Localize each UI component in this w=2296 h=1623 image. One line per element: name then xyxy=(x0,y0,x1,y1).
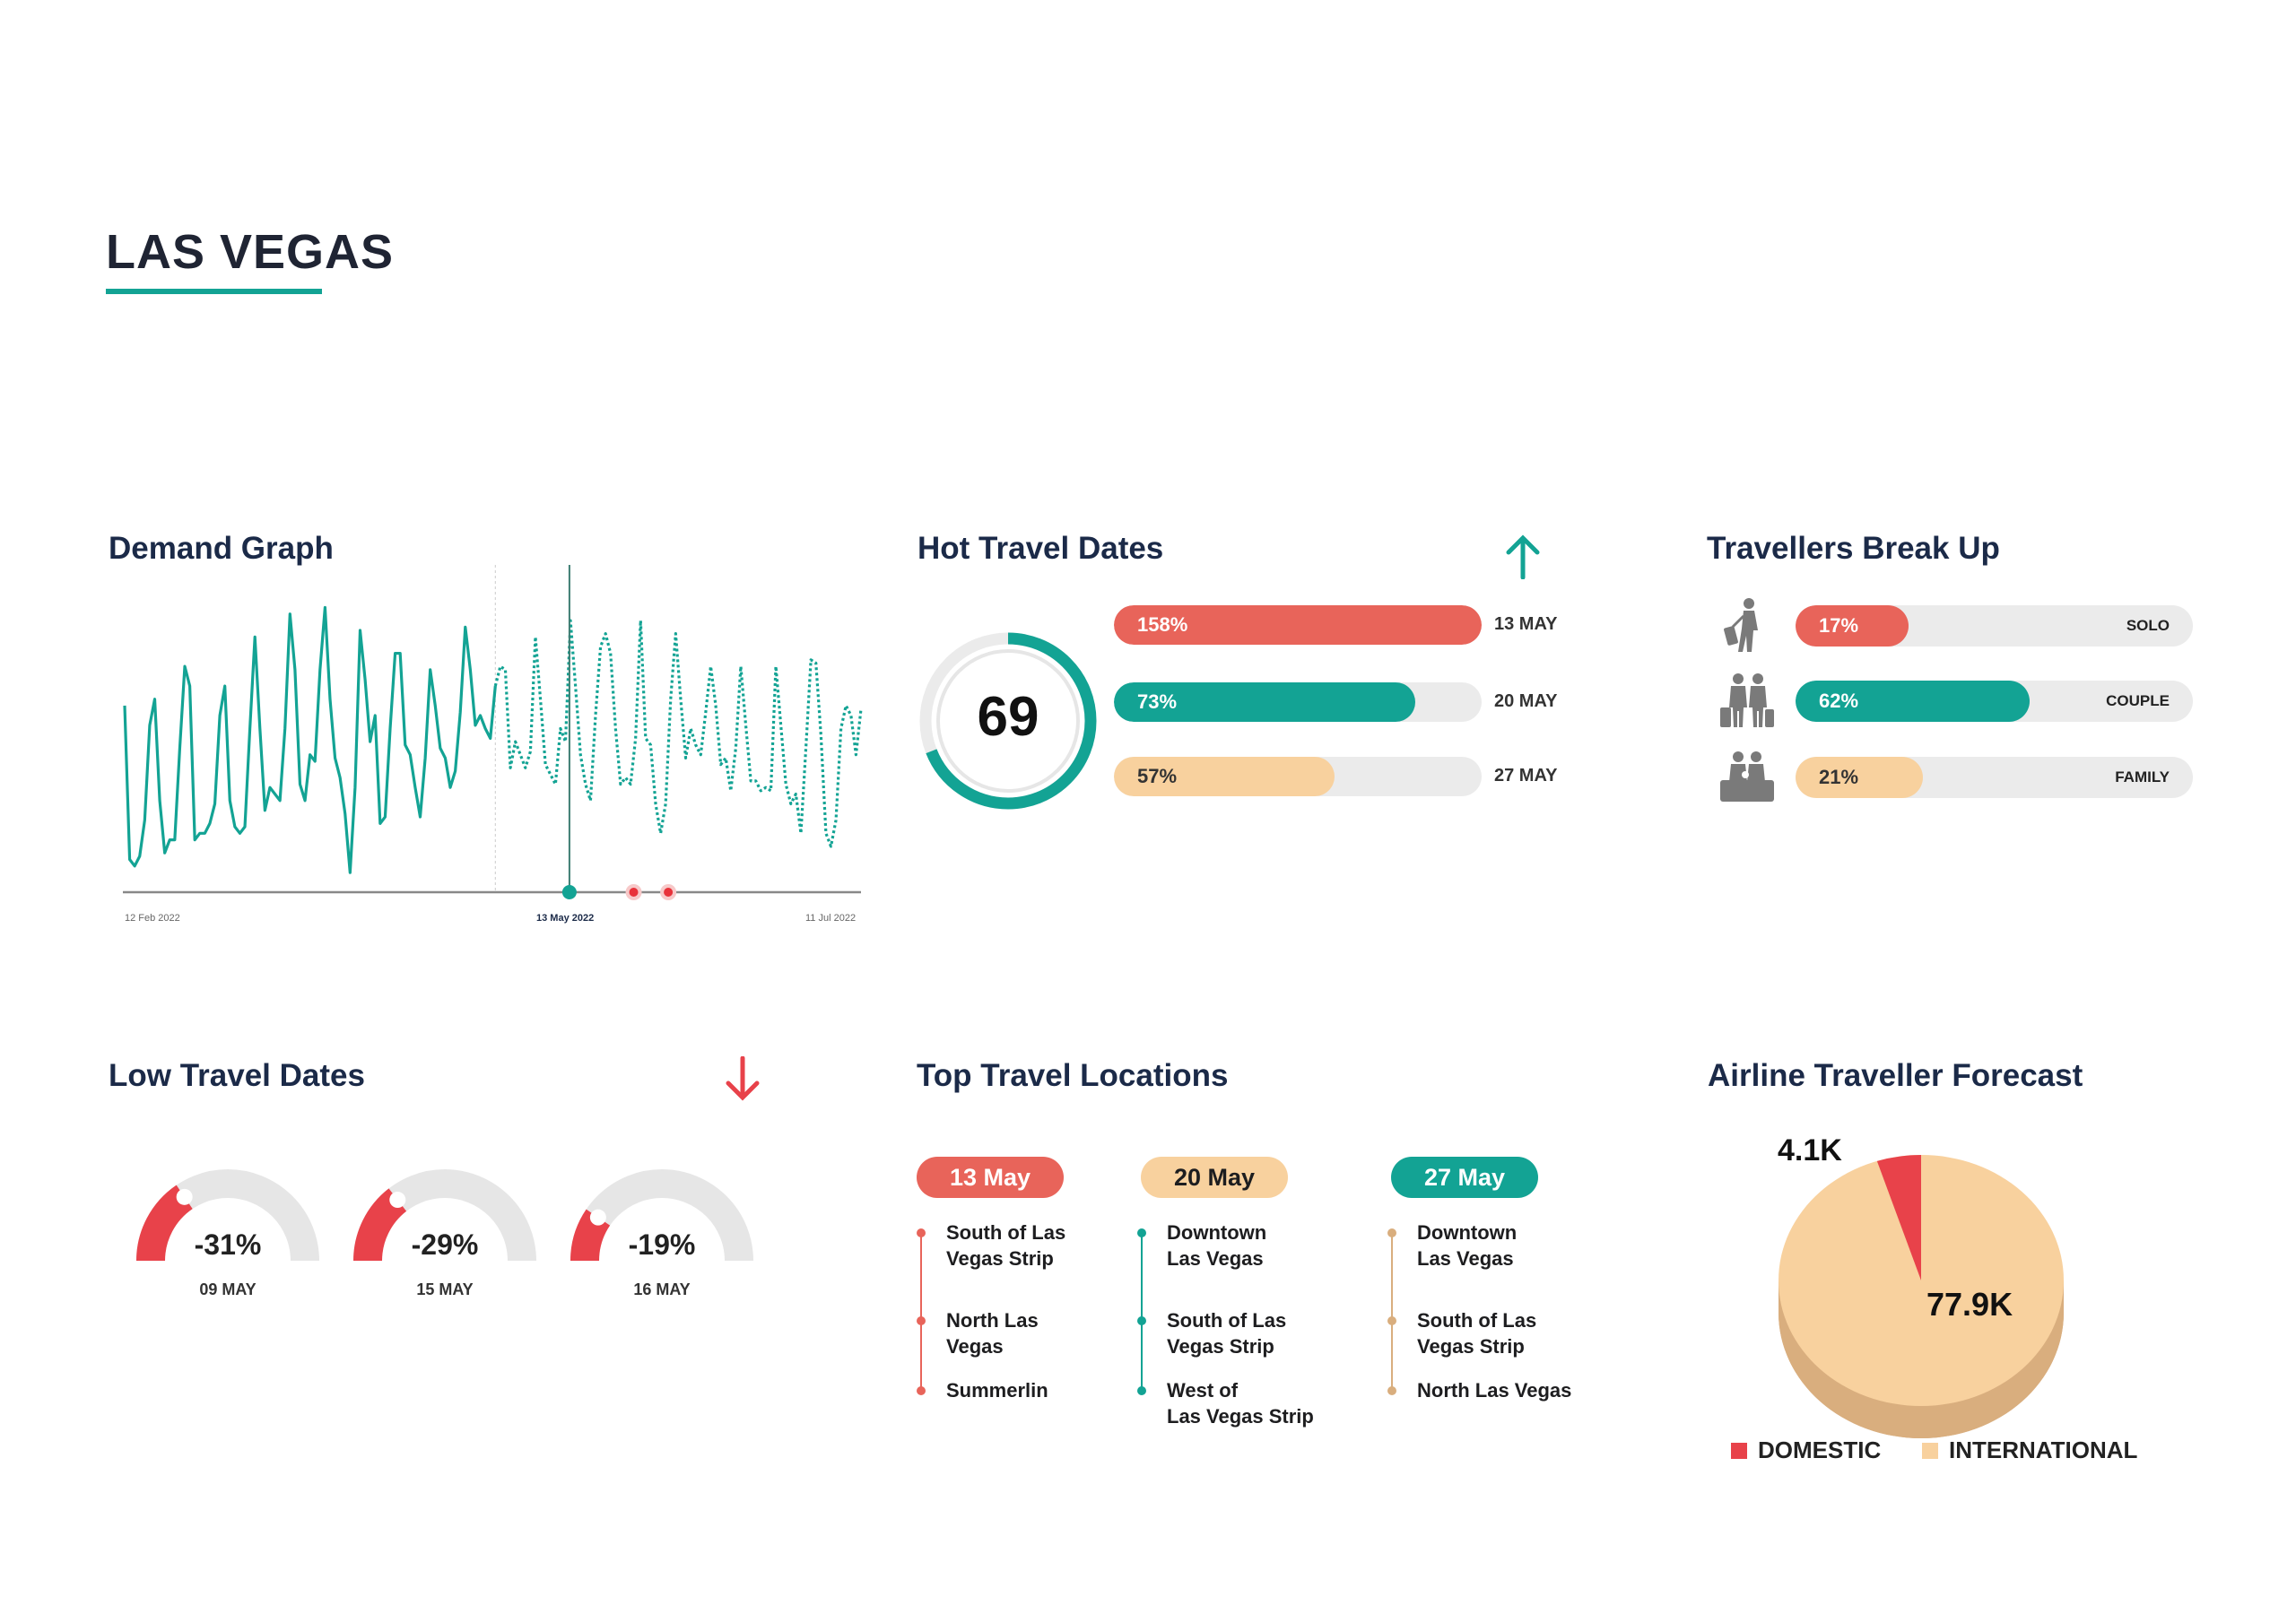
demand-forecast-line xyxy=(493,619,863,848)
location-name: Downtown Las Vegas xyxy=(1167,1221,1267,1270)
timeline-dot xyxy=(917,1386,926,1395)
pie-slice-domestic xyxy=(1876,1155,1921,1280)
timeline-dot xyxy=(1387,1316,1396,1325)
traveller-bar-fill: 21% xyxy=(1796,757,1923,798)
gauge-knob xyxy=(389,1192,406,1209)
arrow-down-icon xyxy=(726,1056,760,1101)
gauge-value: -29% xyxy=(411,1228,479,1261)
location-date-pill[interactable]: 13 May xyxy=(917,1157,1064,1198)
legend-swatch-international xyxy=(1922,1442,1938,1459)
timeline-dot xyxy=(917,1228,926,1237)
location-name: Downtown Las Vegas xyxy=(1417,1221,1518,1270)
gauge-value: -19% xyxy=(628,1228,696,1261)
location-date-pill[interactable]: 27 May xyxy=(1391,1157,1538,1198)
location-name: West of Las Vegas Strip xyxy=(1167,1379,1314,1428)
location-name: North Las Vegas xyxy=(946,1309,1039,1358)
arrow-up-icon xyxy=(1506,534,1540,579)
airline-forecast-title: Airline Traveller Forecast xyxy=(1708,1058,2083,1093)
legend-domestic: DOMESTIC xyxy=(1731,1436,1881,1464)
location-timeline xyxy=(1391,1233,1393,1391)
location-name: Summerlin xyxy=(946,1379,1048,1402)
low-date-gauge xyxy=(570,1169,753,1262)
score-ring-inner xyxy=(936,649,1080,793)
page-title: LAS VEGAS xyxy=(106,225,395,279)
x-tick-highlight: 13 May 2022 xyxy=(536,913,595,924)
traveller-bar-fill: 17% xyxy=(1796,605,1909,647)
timeline-dot xyxy=(1387,1386,1396,1395)
location-timeline xyxy=(920,1233,922,1391)
solo-traveller-icon xyxy=(1724,598,1758,652)
location-name: North Las Vegas xyxy=(1417,1379,1572,1402)
location-name: South of Las Vegas Strip xyxy=(1167,1309,1287,1358)
international-value-label: 77.9K xyxy=(1926,1286,2013,1323)
timeline-dot xyxy=(917,1316,926,1325)
location-timeline xyxy=(1141,1233,1143,1391)
low-date-gauge xyxy=(353,1169,536,1262)
gauge-knob xyxy=(589,1209,606,1226)
traveller-percent: 62% xyxy=(1819,690,1859,712)
score-value: 69 xyxy=(977,686,1039,748)
low-date-gauge xyxy=(136,1169,319,1262)
timeline-dot xyxy=(1387,1228,1396,1237)
gauge-value: -31% xyxy=(194,1228,262,1261)
gauge-knob xyxy=(176,1188,193,1205)
hot-date-bar-fill: 158% xyxy=(1114,605,1482,645)
demand-actual-line xyxy=(123,605,497,874)
timeline-dot xyxy=(1137,1386,1146,1395)
x-tick-end: 11 Jul 2022 xyxy=(805,913,857,924)
traveller-bar: 62% COUPLE xyxy=(1796,681,2193,722)
demand-graph-chart[interactable] xyxy=(0,0,897,950)
legend-swatch-domestic xyxy=(1731,1442,1747,1459)
hot-date-percent: 158% xyxy=(1137,613,1188,636)
highlight-date-marker[interactable] xyxy=(561,885,577,899)
legend-international: INTERNATIONAL xyxy=(1922,1436,2137,1464)
traveller-bar: 21% FAMILY xyxy=(1796,757,2193,798)
title-underline xyxy=(106,289,322,294)
demand-graph-title: Demand Graph xyxy=(109,531,334,566)
traveller-bar-fill: 62% xyxy=(1796,681,2031,722)
hot-date-percent: 57% xyxy=(1137,765,1178,787)
x-tick-start: 12 Feb 2022 xyxy=(125,913,180,924)
legend-label: INTERNATIONAL xyxy=(1949,1436,2138,1463)
travellers-break-up-title: Travellers Break Up xyxy=(1707,531,2000,566)
domestic-value-label: 4.1K xyxy=(1778,1133,1842,1167)
traveller-percent: 17% xyxy=(1819,614,1859,637)
date-marker[interactable] xyxy=(629,888,639,897)
hot-date-label: 20 MAY xyxy=(1494,691,1558,711)
airline-forecast-pie xyxy=(1779,1155,2064,1438)
hot-date-bar-fill: 73% xyxy=(1114,682,1416,722)
hot-travel-dates-title: Hot Travel Dates xyxy=(918,531,1164,566)
top-travel-locations-title: Top Travel Locations xyxy=(917,1058,1229,1093)
traveller-type-label: FAMILY xyxy=(2115,768,2170,785)
location-date-pill[interactable]: 20 May xyxy=(1141,1157,1288,1198)
traveller-percent: 21% xyxy=(1819,766,1859,788)
location-name: South of Las Vegas Strip xyxy=(1417,1309,1537,1358)
location-name: South of Las Vegas Strip xyxy=(946,1221,1066,1270)
legend-label: DOMESTIC xyxy=(1758,1436,1882,1463)
score-ring xyxy=(919,632,1097,810)
gauge-date: 09 MAY xyxy=(199,1280,257,1298)
hot-date-bar: 158% xyxy=(1114,605,1482,645)
hot-date-bar: 73% xyxy=(1114,682,1482,722)
hot-date-bar-fill: 57% xyxy=(1114,757,1335,796)
date-marker[interactable] xyxy=(664,888,674,897)
gauge-date: 15 MAY xyxy=(416,1280,474,1298)
hot-date-label: 27 MAY xyxy=(1494,766,1558,785)
traveller-type-label: COUPLE xyxy=(2106,692,2170,709)
gauge-date: 16 MAY xyxy=(633,1280,691,1298)
score-ring-progress xyxy=(919,632,1097,810)
traveller-type-label: SOLO xyxy=(2126,617,2170,634)
low-travel-dates-title: Low Travel Dates xyxy=(109,1058,365,1093)
hot-date-label: 13 MAY xyxy=(1494,614,1558,634)
hot-date-bar: 57% xyxy=(1114,757,1482,796)
hot-date-percent: 73% xyxy=(1137,690,1178,713)
traveller-bar: 17% SOLO xyxy=(1796,605,2193,647)
timeline-dot xyxy=(1137,1316,1146,1325)
couple-traveller-icon xyxy=(1720,673,1774,727)
family-traveller-icon xyxy=(1720,751,1774,802)
timeline-dot xyxy=(1137,1228,1146,1237)
